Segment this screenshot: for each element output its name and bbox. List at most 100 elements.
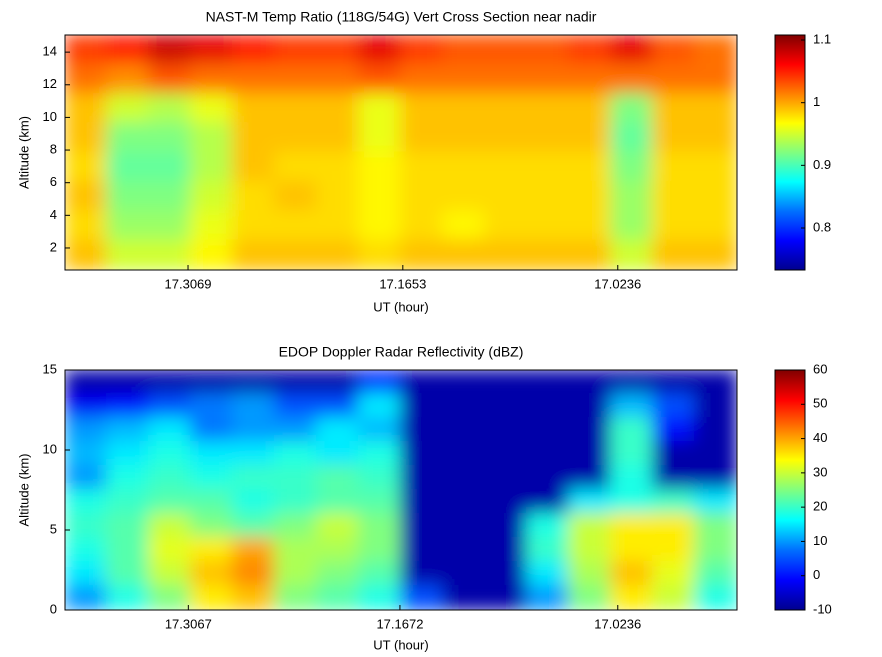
heatmap-cell	[148, 92, 192, 125]
heatmap-cell	[148, 585, 192, 610]
heatmap-cell	[65, 92, 108, 125]
heatmap-cell	[106, 441, 150, 467]
heatmap-cell	[65, 441, 108, 467]
heatmap-cell	[442, 180, 486, 213]
heatmap-cell	[652, 465, 696, 491]
heatmap-cell	[400, 63, 444, 95]
y-tick-label: 10	[43, 441, 57, 456]
x-tick-label: 17.3069	[165, 276, 212, 291]
heatmap-cell	[652, 92, 696, 125]
heatmap-cell	[610, 489, 654, 515]
heatmap-cell	[65, 513, 108, 539]
heatmap-cell	[652, 239, 696, 270]
heatmap-cell	[274, 370, 318, 395]
heatmap-cell	[232, 585, 276, 610]
heatmap-cell	[148, 441, 192, 467]
heatmap-cell	[232, 239, 276, 270]
heatmap-cell	[400, 489, 444, 515]
heatmap-cell	[148, 370, 192, 395]
heatmap-cell	[316, 441, 360, 467]
heatmap-cell	[316, 92, 360, 125]
heatmap-cell	[442, 63, 486, 95]
heatmap-cell	[316, 561, 360, 587]
heatmap-cell	[652, 151, 696, 183]
heatmap-cell	[232, 561, 276, 587]
heatmap-cell	[610, 210, 654, 242]
heatmap-cell	[316, 370, 360, 395]
heatmap-cell	[190, 92, 234, 125]
heatmap-cell	[190, 151, 234, 183]
heatmap-cell	[568, 441, 612, 467]
heatmap-cell	[610, 513, 654, 539]
heatmap-cell	[274, 513, 318, 539]
heatmap-cell	[316, 465, 360, 491]
heatmap-cell	[106, 122, 150, 154]
heatmap-cell	[232, 489, 276, 515]
heatmap-cell	[190, 122, 234, 154]
heatmap-cell	[568, 417, 612, 443]
colorbar-tick-label: 1.1	[813, 31, 831, 46]
heatmap-cell	[694, 180, 737, 213]
heatmap-cell	[274, 561, 318, 587]
heatmap-cell	[400, 239, 444, 270]
heatmap-cell	[484, 180, 528, 213]
heatmap-cell	[652, 370, 696, 395]
heatmap-cell	[274, 585, 318, 610]
heatmap-cell	[526, 561, 570, 587]
heatmap-cell	[568, 63, 612, 95]
heatmap-cell	[274, 35, 318, 66]
heatmap-cell	[148, 122, 192, 154]
heatmap-cell	[694, 393, 737, 419]
heatmap-cell	[568, 465, 612, 491]
heatmap-cell	[484, 210, 528, 242]
heatmap-cell	[106, 417, 150, 443]
heatmap-cell	[400, 35, 444, 66]
colorbar-tick-label: 60	[813, 361, 827, 376]
heatmap-cell	[190, 35, 234, 66]
heatmap-cell	[358, 417, 402, 443]
heatmap	[65, 370, 737, 610]
heatmap-cell	[65, 561, 108, 587]
heatmap-cell	[610, 239, 654, 270]
heatmap-cell	[610, 151, 654, 183]
colorbar-tick-label: 40	[813, 430, 827, 445]
heatmap-cell	[652, 537, 696, 563]
heatmap-cell	[274, 151, 318, 183]
heatmap-cell	[65, 393, 108, 419]
heatmap-cell	[316, 489, 360, 515]
heatmap-cell	[316, 513, 360, 539]
heatmap-cell	[106, 585, 150, 610]
heatmap-cell	[106, 210, 150, 242]
heatmap-cell	[652, 489, 696, 515]
heatmap-cell	[232, 92, 276, 125]
heatmap-cell	[358, 585, 402, 610]
heatmap-cell	[568, 513, 612, 539]
heatmap-cell	[400, 151, 444, 183]
heatmap-cell	[274, 537, 318, 563]
y-tick-label: 10	[43, 109, 57, 124]
heatmap-cell	[442, 151, 486, 183]
y-tick-label: 14	[43, 44, 57, 59]
heatmap-cell	[568, 585, 612, 610]
heatmap-cell	[442, 537, 486, 563]
heatmap-cell	[652, 585, 696, 610]
heatmap-cell	[400, 465, 444, 491]
heatmap-cell	[358, 370, 402, 395]
heatmap-cell	[526, 465, 570, 491]
heatmap-cells	[65, 35, 737, 270]
heatmap-cell	[358, 210, 402, 242]
heatmap-cell	[568, 151, 612, 183]
heatmap-cell	[316, 180, 360, 213]
x-axis-label: UT (hour)	[373, 637, 428, 652]
colorbar-tick-label: 0	[813, 567, 820, 582]
heatmap-cell	[694, 92, 737, 125]
heatmap-cell	[694, 151, 737, 183]
heatmap-cell	[358, 393, 402, 419]
heatmap-cell	[442, 210, 486, 242]
heatmap-cell	[568, 180, 612, 213]
heatmap-cell	[274, 210, 318, 242]
heatmap-cell	[274, 180, 318, 213]
colorbar	[774, 369, 806, 611]
heatmap-cell	[65, 180, 108, 213]
heatmap-cell	[106, 465, 150, 491]
